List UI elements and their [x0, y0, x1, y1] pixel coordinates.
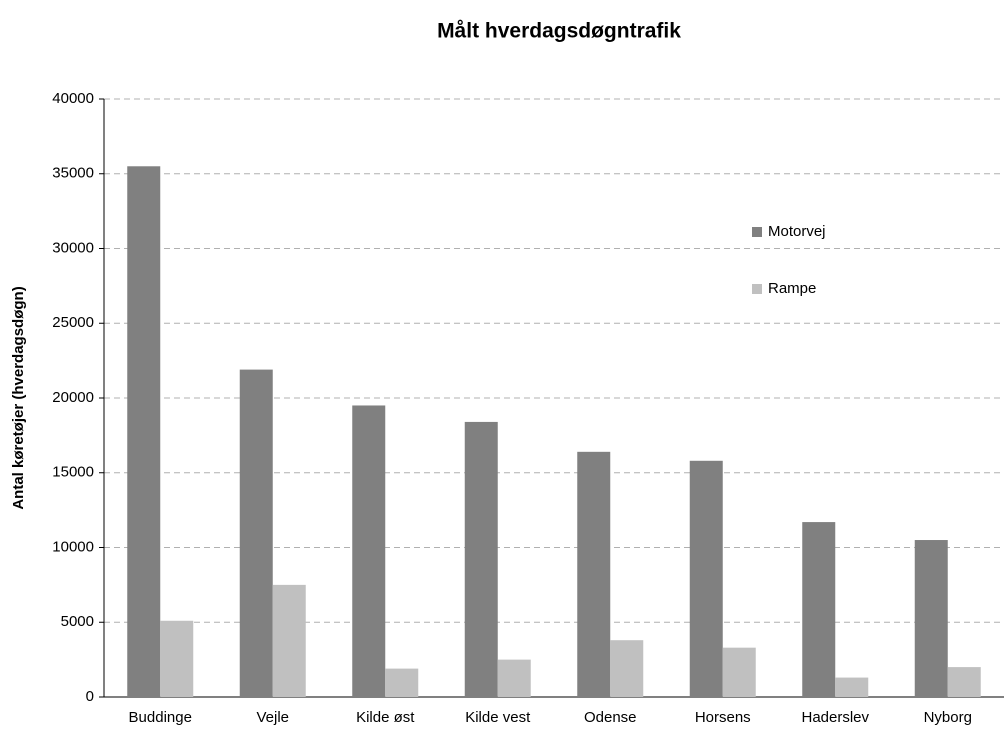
- x-tick-label: Vejle: [256, 709, 289, 726]
- bar: [577, 451, 611, 697]
- x-tick-label: Nyborg: [924, 709, 972, 726]
- chart-title: Målt hverdagsdøgntrafik: [437, 20, 681, 43]
- y-tick-label: 30000: [52, 239, 94, 256]
- bar: [464, 421, 498, 697]
- bar: [385, 668, 419, 697]
- bar: [272, 584, 306, 697]
- bar: [689, 460, 723, 697]
- legend-label: Motorvej: [768, 223, 826, 240]
- bar: [802, 522, 836, 697]
- y-tick-label: 15000: [52, 464, 94, 481]
- bar: [160, 620, 194, 697]
- bar: [610, 640, 644, 697]
- x-tick-label: Kilde vest: [465, 709, 531, 726]
- y-tick-label: 0: [86, 688, 94, 705]
- x-tick-label: Haderslev: [801, 709, 869, 726]
- y-tick-label: 10000: [52, 538, 94, 555]
- bar: [352, 405, 386, 697]
- x-tick-label: Kilde øst: [356, 709, 415, 726]
- x-tick-label: Horsens: [695, 709, 751, 726]
- y-tick-label: 25000: [52, 314, 94, 331]
- bar: [127, 166, 161, 697]
- y-tick-label: 20000: [52, 389, 94, 406]
- x-tick-label: Odense: [584, 709, 637, 726]
- bar: [947, 667, 981, 697]
- bar: [497, 659, 531, 697]
- y-tick-label: 40000: [52, 90, 94, 107]
- bar: [239, 369, 273, 697]
- x-tick-label: Buddinge: [129, 709, 192, 726]
- legend-swatch: [752, 284, 762, 294]
- bar: [722, 647, 756, 697]
- bar: [914, 540, 948, 697]
- y-tick-label: 5000: [61, 613, 94, 630]
- bar: [835, 677, 869, 697]
- y-tick-label: 35000: [52, 165, 94, 182]
- y-axis-label: Antal køretøjer (hverdagsdøgn): [10, 286, 27, 509]
- legend-label: Rampe: [768, 280, 816, 297]
- legend-swatch: [752, 227, 762, 237]
